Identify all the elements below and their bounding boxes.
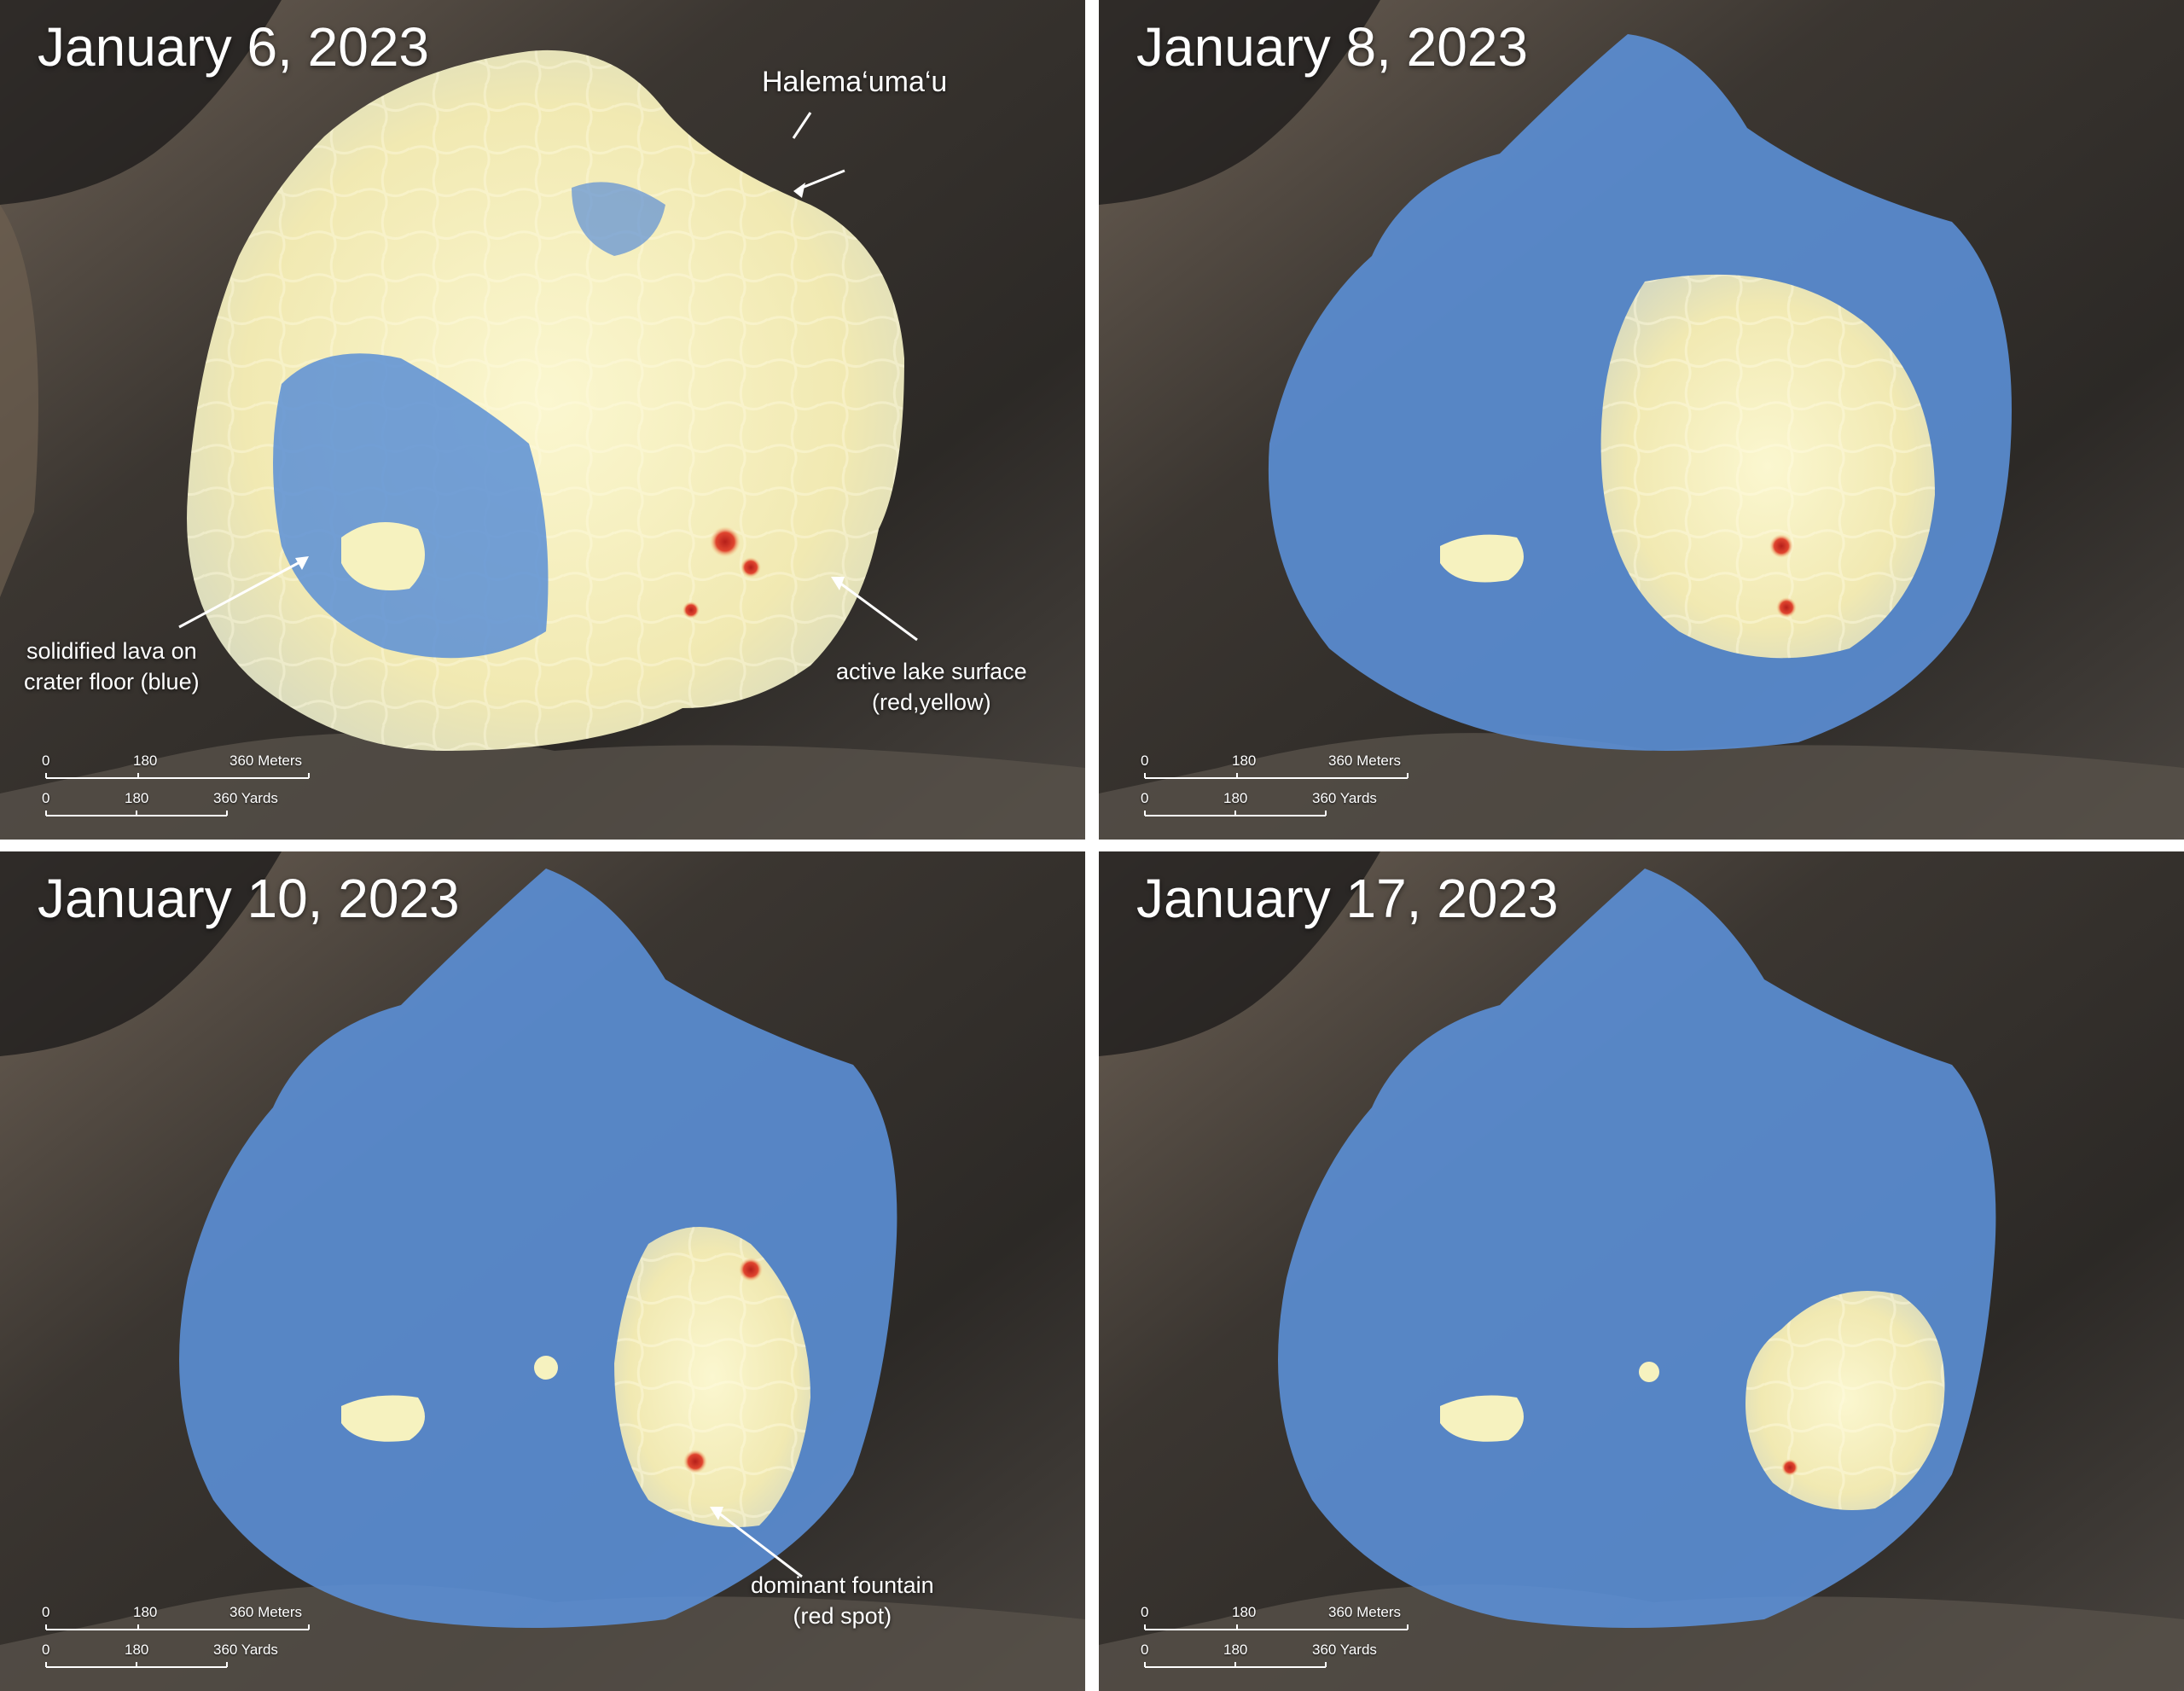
solidified-lava-label-line2: crater floor (blue) <box>24 669 200 694</box>
panel-date: January 6, 2023 <box>38 16 429 78</box>
yards-tick-180: 180 <box>1223 790 1248 806</box>
dominant-fountain-label-line2: (red spot) <box>793 1603 892 1629</box>
yards-tick-180: 180 <box>1223 1642 1248 1658</box>
hot-spot <box>1769 534 1793 558</box>
crater-map <box>0 851 1085 1691</box>
meters-tick-180: 180 <box>133 1604 158 1620</box>
yards-tick-0: 0 <box>1141 1642 1149 1658</box>
solidified-lava-region <box>273 353 549 659</box>
map-panel-jan-8: January 8, 2023 0 180 360 Meters 0 180 3… <box>1099 0 2184 840</box>
hot-spot <box>1781 1459 1798 1476</box>
meters-tick-180: 180 <box>133 753 158 769</box>
yards-tick-180: 180 <box>125 1642 149 1658</box>
scale-bar-lines <box>1144 773 1409 816</box>
dominant-fountain-label-line1: dominant fountain <box>751 1572 934 1598</box>
map-panel-jan-17: January 17, 2023 0 180 360 Meters 0 180 … <box>1099 851 2184 1691</box>
meters-tick-360: 360 Meters <box>229 1604 303 1620</box>
scale-bar-lines <box>45 1624 310 1668</box>
active-lake-label-line2: (red,yellow) <box>872 689 991 715</box>
meters-tick-0: 0 <box>42 753 50 769</box>
map-panel-jan-10: January 10, 2023 dominant fountain (red … <box>0 851 1085 1691</box>
hot-spot <box>683 1450 707 1473</box>
meters-tick-0: 0 <box>42 1604 50 1620</box>
panel-date: January 8, 2023 <box>1136 16 1528 78</box>
hot-spot <box>710 526 741 557</box>
yards-tick-0: 0 <box>42 1642 50 1658</box>
panel-date: January 17, 2023 <box>1136 868 1559 929</box>
meters-tick-0: 0 <box>1141 1604 1149 1620</box>
yards-tick-0: 0 <box>1141 790 1149 806</box>
meters-tick-180: 180 <box>1232 753 1257 769</box>
yards-tick-360: 360 Yards <box>213 790 278 806</box>
yards-tick-360: 360 Yards <box>213 1642 278 1658</box>
panel-date: January 10, 2023 <box>38 868 460 929</box>
yards-tick-360: 360 Yards <box>1312 1642 1377 1658</box>
scale-bar-lines <box>45 773 310 816</box>
crater-name-label: Halema‘uma‘u <box>762 66 948 98</box>
meters-tick-360: 360 Meters <box>229 753 303 769</box>
scale-bar: 0 180 360 Meters 0 180 360 Yards <box>38 1604 328 1679</box>
meters-tick-360: 360 Meters <box>1328 753 1402 769</box>
yards-tick-360: 360 Yards <box>1312 790 1377 806</box>
active-lake-label: active lake surface (red,yellow) <box>836 656 1027 718</box>
meters-tick-0: 0 <box>1141 753 1149 769</box>
meters-tick-180: 180 <box>1232 1604 1257 1620</box>
map-panel-jan-6: January 6, 2023 Halema‘uma‘u solidified … <box>0 0 1085 840</box>
solidified-lava-label: solidified lava on crater floor (blue) <box>24 636 200 697</box>
crater-map <box>0 0 1085 840</box>
scale-bar-lines <box>1144 1624 1409 1668</box>
crater-map <box>1099 851 2184 1691</box>
yards-tick-180: 180 <box>125 790 149 806</box>
yards-tick-0: 0 <box>42 790 50 806</box>
active-lake-label-line1: active lake surface <box>836 659 1027 684</box>
scale-bar: 0 180 360 Meters 0 180 360 Yards <box>1136 753 1426 828</box>
scale-bar: 0 180 360 Meters 0 180 360 Yards <box>38 753 328 828</box>
meters-tick-360: 360 Meters <box>1328 1604 1402 1620</box>
crater-map <box>1099 0 2184 840</box>
dominant-fountain-label: dominant fountain (red spot) <box>751 1570 934 1631</box>
scale-bar: 0 180 360 Meters 0 180 360 Yards <box>1136 1604 1426 1679</box>
solidified-lava-label-line1: solidified lava on <box>26 638 197 664</box>
